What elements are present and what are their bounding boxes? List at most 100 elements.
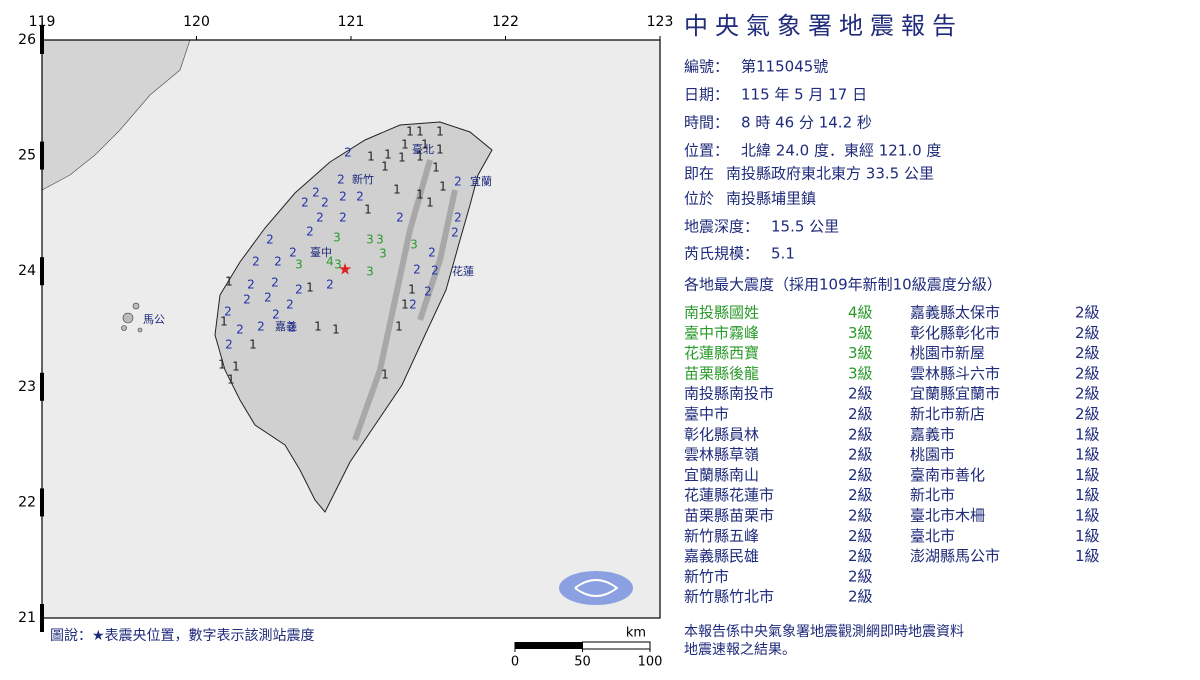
station-intensity: 2	[409, 298, 417, 312]
intensity-station: 臺中市	[684, 405, 729, 423]
lon-tick-label: 119	[29, 14, 56, 30]
intensity-station: 南投縣南投市	[684, 385, 774, 403]
station-intensity: 3	[379, 247, 387, 261]
scale-bar-dark	[515, 642, 583, 649]
intensity-station: 臺北市木柵	[910, 507, 985, 525]
place-label: 臺北	[412, 142, 434, 156]
station-intensity: 1	[364, 203, 372, 217]
station-intensity: 1	[416, 150, 424, 164]
station-intensity: 1	[232, 360, 240, 374]
station-intensity: 1	[401, 138, 409, 152]
station-intensity: 1	[436, 125, 444, 139]
taiwan-island	[214, 121, 493, 513]
scale-unit: km	[626, 626, 646, 641]
station-intensity: 1	[408, 283, 416, 297]
field-value: 第115045號	[741, 58, 828, 76]
intensity-level: 2級	[848, 588, 873, 606]
station-intensity: 2	[428, 246, 436, 260]
intensity-station: 雲林縣斗六市	[910, 364, 1000, 382]
field-value: 南投縣埔里鎮	[726, 190, 816, 208]
station-intensity: 1	[406, 125, 414, 139]
intensity-station: 彰化縣彰化市	[910, 324, 1000, 342]
lon-tick-label: 123	[647, 14, 674, 30]
intensity-station: 桃園市	[910, 446, 955, 464]
intensity-level: 2級	[848, 507, 873, 525]
terrain-relief	[352, 159, 458, 442]
station-intensity: 2	[301, 196, 309, 210]
station-intensity: 2	[257, 320, 265, 334]
field-label: 位於	[684, 190, 714, 208]
station-intensity: 2	[396, 211, 404, 225]
intensity-level: 2級	[848, 567, 873, 585]
legend: 圖說：★表震央位置，數字表示該測站震度	[50, 627, 315, 644]
intensity-station: 新竹縣五峰	[684, 527, 759, 545]
station-intensity: 2	[316, 211, 324, 225]
intensity-station: 苗栗縣苗栗市	[684, 507, 774, 525]
station-intensity: 1	[220, 315, 228, 329]
station-intensity: 2	[337, 173, 345, 187]
intensity-level: 2級	[1075, 364, 1100, 382]
station-intensity: 1	[421, 138, 429, 152]
intensity-station: 新竹市	[684, 567, 729, 585]
report-note: 地震速報之結果。	[684, 642, 796, 658]
intensity-station: 桃園市新屋	[910, 344, 985, 362]
scale-tick-label: 50	[574, 655, 591, 670]
intensity-station: 花蓮縣花蓮市	[684, 486, 774, 504]
report-title: 中央氣象署地震報告	[684, 12, 963, 40]
station-intensity: 1	[225, 275, 233, 289]
station-intensity: 2	[236, 323, 244, 337]
station-intensity: 3	[366, 233, 374, 247]
intensity-station: 彰化縣員林	[684, 425, 759, 443]
cwa-logo	[559, 571, 633, 605]
lat-tick-label: 22	[18, 494, 36, 510]
intensity-level: 2級	[848, 446, 873, 464]
intensity-level: 1級	[1075, 527, 1100, 545]
field-value: 北緯 24.0 度．東經 121.0 度	[741, 142, 941, 160]
station-intensity: 2	[289, 246, 297, 260]
field-value: 8 時 46 分 14.2 秒	[741, 114, 872, 132]
station-intensity: 2	[295, 283, 303, 297]
intensity-station: 新竹縣竹北市	[684, 588, 774, 606]
station-intensity: 2	[243, 293, 251, 307]
station-intensity: 2	[271, 276, 279, 290]
station-intensity: 1	[395, 320, 403, 334]
intensity-station: 南投縣國姓	[684, 304, 759, 322]
station-intensity: 2	[272, 308, 280, 322]
station-intensity: 2	[252, 255, 260, 269]
intensity-level: 1級	[1075, 507, 1100, 525]
intensity-station: 臺中市霧峰	[684, 324, 759, 342]
intensity-level: 2級	[848, 405, 873, 423]
station-intensity: 1	[393, 183, 401, 197]
lat-tick	[40, 257, 44, 286]
lon-tick-label: 120	[183, 14, 210, 30]
place-label: 花蓮	[452, 264, 474, 278]
station-intensity: 2	[339, 190, 347, 204]
intensity-station: 新北市新店	[910, 405, 985, 423]
intensity-level: 1級	[1075, 425, 1100, 443]
station-intensity: 2	[356, 190, 364, 204]
station-intensity: 1	[426, 196, 434, 210]
station-intensity: 1	[401, 298, 409, 312]
station-intensity: 1	[416, 125, 424, 139]
intensity-level: 1級	[1075, 466, 1100, 484]
field-value: 15.5 公里	[771, 218, 839, 236]
scale-bar-light	[582, 641, 651, 650]
place-label: 宜蘭	[470, 174, 492, 188]
station-intensity: 2	[225, 338, 233, 352]
intensity-level: 3級	[848, 324, 873, 342]
station-intensity: 2	[339, 211, 347, 225]
intensity-station: 苗栗縣後龍	[684, 364, 759, 382]
station-intensity: 3	[366, 265, 374, 279]
station-intensity: 1	[306, 281, 314, 295]
field-value: 115 年 5 月 17 日	[741, 86, 867, 104]
station-intensity: 4	[326, 255, 334, 269]
intensity-level: 2級	[1075, 344, 1100, 362]
place-label: 新竹	[352, 172, 374, 186]
intensity-level: 2級	[848, 547, 873, 565]
station-intensity: 2	[306, 225, 314, 239]
scale-tick-label: 100	[638, 655, 663, 670]
mainland-coast	[41, 39, 191, 191]
intensity-level: 1級	[1075, 446, 1100, 464]
intensity-station: 新北市	[910, 486, 955, 504]
